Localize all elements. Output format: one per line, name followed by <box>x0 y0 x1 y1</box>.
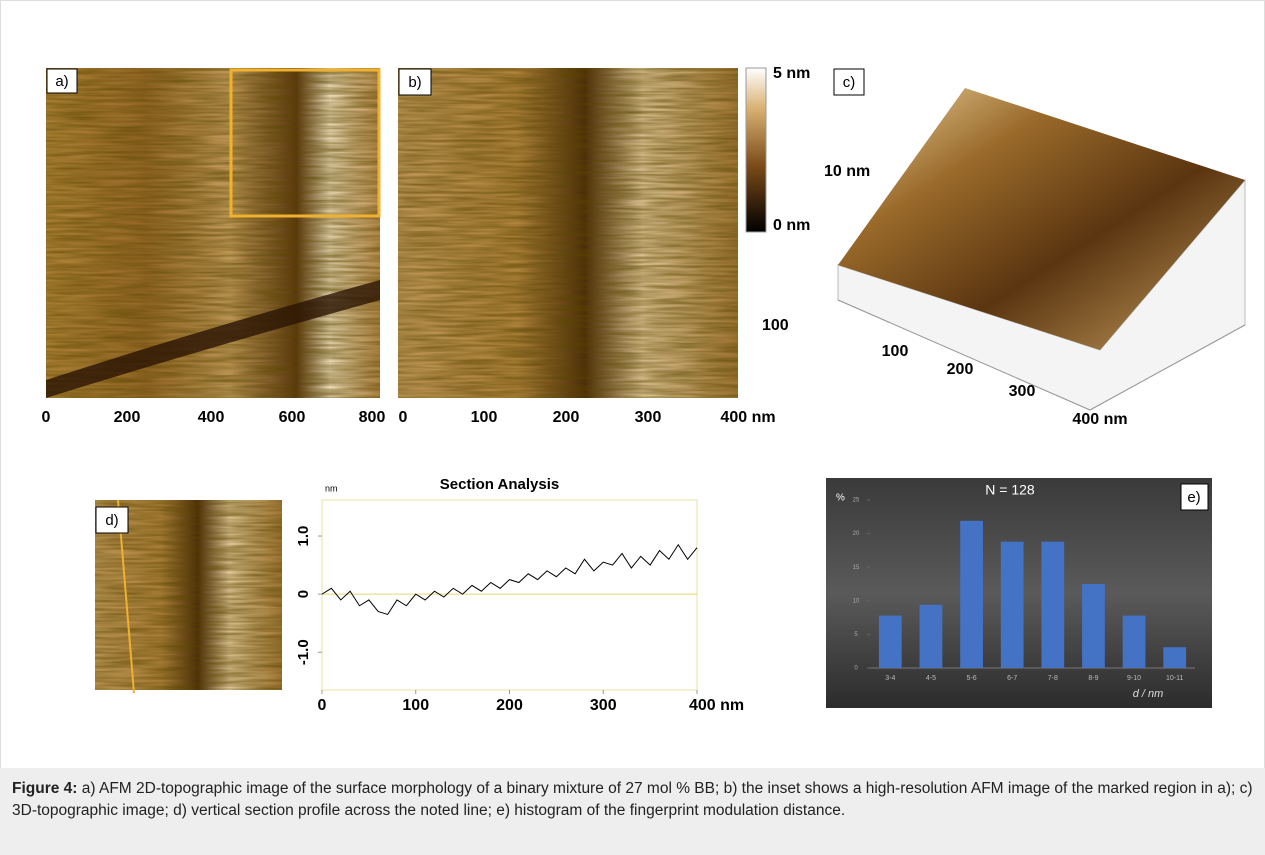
x-tick-label: 100 <box>882 343 909 360</box>
x-tick-label: 400 nm <box>720 409 775 426</box>
section-profile <box>321 543 698 616</box>
plot-frame <box>321 499 698 691</box>
x-tick-label: 100 <box>471 409 498 426</box>
x-tick-label: 6-7 <box>1007 675 1017 682</box>
y-tick-label: 10 <box>853 598 860 604</box>
y-unit: nm <box>325 483 338 493</box>
x-tick-label: 0 <box>399 409 408 426</box>
z-label: 10 nm <box>824 163 870 180</box>
panel-label-box <box>95 506 129 534</box>
panel-label: b) <box>408 74 421 91</box>
figure: a) 0 200 400 600 800 b) 5 nm 0 nm 100 0 … <box>0 0 1265 769</box>
x-tick-label: 200 <box>947 361 974 378</box>
x-tick-label: 0 <box>42 409 51 426</box>
axis-line <box>1089 324 1246 411</box>
y-tick-label: 0 <box>854 666 858 672</box>
x-tick-label: 10-11 <box>1166 675 1183 682</box>
x-tick-label: 3-4 <box>885 675 895 682</box>
bar <box>1082 584 1105 668</box>
afm-texture <box>398 68 738 398</box>
colorbar <box>745 67 767 233</box>
bar <box>1041 541 1065 668</box>
colorbar-label: 5 nm <box>773 65 810 82</box>
caption-text: a) AFM 2D-topographic image of the surfa… <box>12 780 1253 819</box>
x-tick-label: 4-5 <box>926 675 936 682</box>
colorbar-label: 0 nm <box>773 217 810 234</box>
panel-label: c) <box>843 74 856 91</box>
panel-label-box <box>398 68 432 96</box>
chart-title: Section Analysis <box>440 476 560 493</box>
y-tick-label: 25 <box>853 498 860 504</box>
bar <box>1122 615 1146 668</box>
afm-surface-3d <box>838 88 1245 350</box>
x-tick-label: 200 <box>114 409 141 426</box>
x-tick-label: 400 nm <box>689 697 744 714</box>
bar <box>1163 647 1187 668</box>
y-tick-label: 5 <box>854 632 858 638</box>
axis-line <box>837 299 1091 411</box>
x-tick-label: 400 <box>198 409 225 426</box>
x-tick-label: 7-8 <box>1048 675 1058 682</box>
x-tick-label: 200 <box>496 697 523 714</box>
panel-label-box <box>833 68 865 96</box>
x-tick-label: 300 <box>1009 383 1036 400</box>
panel-label: d) <box>105 512 118 529</box>
bar <box>960 520 983 668</box>
caption: Figure 4: a) AFM 2D-topographic image of… <box>0 768 1265 855</box>
x-tick-label: 800 <box>359 409 386 426</box>
y-label: % <box>836 493 845 504</box>
x-tick-label: 8-9 <box>1088 675 1098 682</box>
bar <box>919 604 943 668</box>
y-tick-label: 20 <box>853 531 860 537</box>
afm-texture <box>46 68 380 398</box>
y-tick-label: -1.0 <box>295 639 312 665</box>
x-label: d / nm <box>1133 688 1164 700</box>
chart-title: N = 128 <box>985 482 1035 498</box>
marked-region <box>229 68 381 218</box>
y-tick-label: 15 <box>853 565 860 571</box>
caption-label: Figure 4: <box>12 780 78 797</box>
x-tick-label: 100 <box>402 697 429 714</box>
x-tick-label: 600 <box>279 409 306 426</box>
bar <box>1000 541 1024 668</box>
afm-feature <box>46 280 380 398</box>
x-tick-label: 300 <box>590 697 617 714</box>
x-tick-label: 5-6 <box>967 675 977 682</box>
bar <box>878 615 902 668</box>
y-tick-label: 100 <box>762 317 789 334</box>
panel-label-box <box>46 68 78 94</box>
x-tick-label: 0 <box>318 697 327 714</box>
panel-label: a) <box>55 73 68 90</box>
y-tick-label: 1.0 <box>295 526 312 547</box>
y-tick-label: 0 <box>295 590 312 598</box>
panel-label: e) <box>1187 489 1200 506</box>
x-tick-label: 9-10 <box>1127 675 1141 682</box>
panel-label-box <box>1180 483 1209 511</box>
x-tick-label: 200 <box>553 409 580 426</box>
x-tick-label: 300 <box>635 409 662 426</box>
x-tick-label: 400 nm <box>1072 411 1127 428</box>
